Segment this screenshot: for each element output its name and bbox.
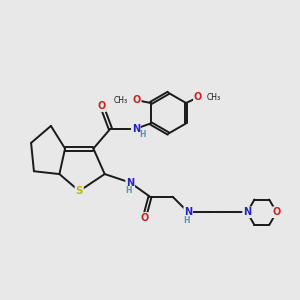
Text: H: H [139,130,145,140]
Text: S: S [76,186,83,196]
Text: CH₃: CH₃ [206,93,220,102]
Text: H: H [184,216,190,225]
Text: N: N [126,178,134,188]
Text: O: O [272,207,281,217]
Text: N: N [132,124,140,134]
Text: O: O [140,213,148,223]
Text: CH₃: CH₃ [114,96,128,105]
Text: H: H [125,186,132,195]
Text: N: N [184,207,192,217]
Text: O: O [133,95,141,105]
Text: O: O [98,101,106,111]
Text: O: O [194,92,202,102]
Text: N: N [243,207,251,217]
